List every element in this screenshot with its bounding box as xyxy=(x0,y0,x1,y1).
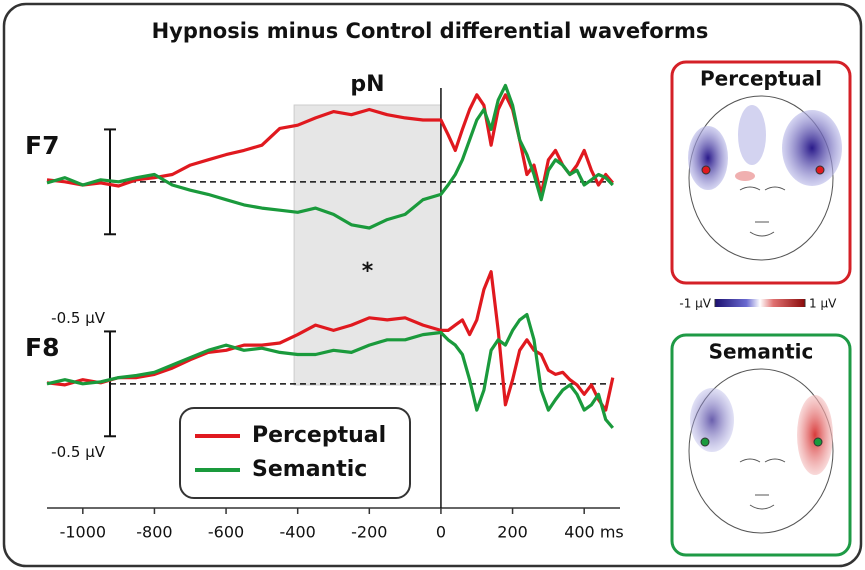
x-tick-label: 200 xyxy=(497,523,528,542)
legend-box xyxy=(179,407,411,499)
x-tick-label: -400 xyxy=(280,523,316,542)
window-shade xyxy=(293,104,442,386)
map-title: Semantic xyxy=(709,340,814,364)
map-blob xyxy=(797,395,833,475)
legend-label: Semantic xyxy=(252,457,367,482)
electrode xyxy=(700,437,710,447)
plot-area: pN * -1000 -800 -600 -400 -200 0 200 400 ms F7 F8 -0… xyxy=(25,72,624,542)
waveform xyxy=(46,270,615,412)
scale-label: -0.5 µV xyxy=(51,443,106,461)
x-tick-label: -600 xyxy=(208,523,244,542)
panel-label: F7 xyxy=(25,131,59,160)
x-tick-label: 0 xyxy=(436,523,446,542)
face xyxy=(739,186,786,237)
electrode xyxy=(815,165,825,175)
electrode xyxy=(813,437,823,447)
legend: Perceptual Semantic xyxy=(195,423,386,482)
map-blob xyxy=(782,110,842,186)
x-tick-label: -800 xyxy=(136,523,172,542)
head-map-perceptual: Perceptual xyxy=(670,60,852,285)
panel-label: F8 xyxy=(25,333,59,362)
legend-label: Perceptual xyxy=(252,423,386,448)
x-tick-label: -1000 xyxy=(60,523,107,542)
window-label: pN xyxy=(350,72,384,97)
colorbar-label: -1 µV xyxy=(679,297,711,311)
scale-label: -0.5 µV xyxy=(51,309,106,327)
x-tick-label: 400 ms xyxy=(564,523,624,542)
map-title: Perceptual xyxy=(700,67,822,91)
colorbar-label: 1 µV xyxy=(809,297,837,311)
head-map-semantic: Semantic xyxy=(670,333,852,557)
electrode xyxy=(701,165,711,175)
map-blob xyxy=(690,388,734,452)
map-blob xyxy=(738,105,766,165)
waveform xyxy=(46,313,615,429)
waveform xyxy=(46,93,615,196)
chart-title: Hypnosis minus Control differential wave… xyxy=(152,19,709,43)
colorbar xyxy=(715,299,805,307)
waveform xyxy=(46,83,614,230)
colorbar-ticks: -1 µV 1 µV xyxy=(679,297,837,311)
map-blob xyxy=(688,126,728,190)
map-blob xyxy=(735,171,755,181)
annotation: * xyxy=(362,259,374,284)
face xyxy=(739,458,786,510)
x-tick-label: -200 xyxy=(351,523,387,542)
